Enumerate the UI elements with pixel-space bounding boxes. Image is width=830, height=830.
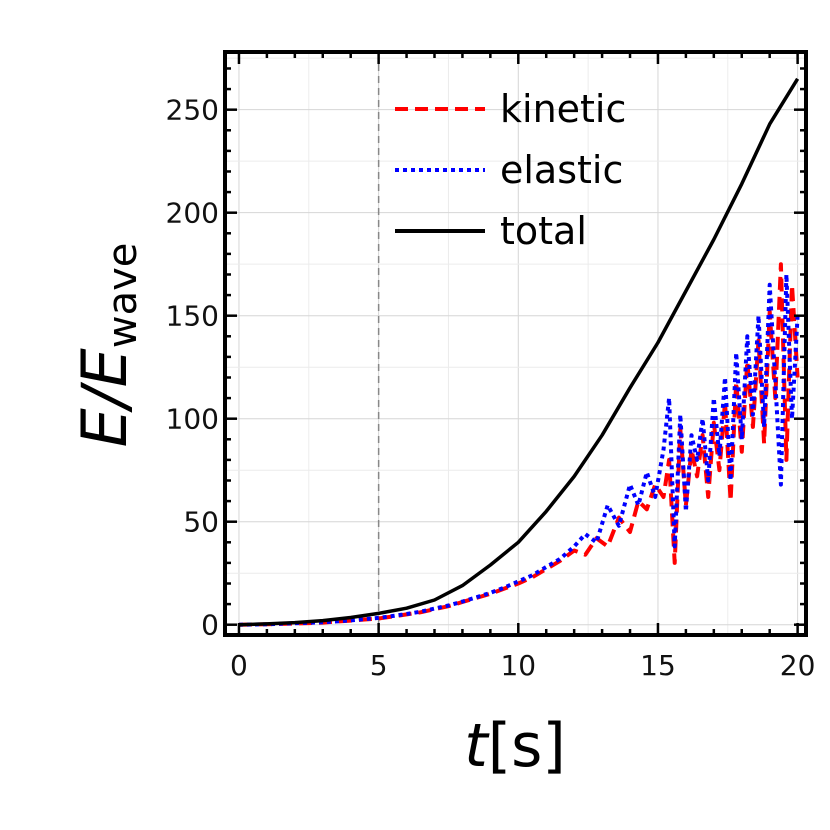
- x-tick-label: 10: [500, 649, 536, 682]
- y-tick-label: 200: [166, 197, 219, 230]
- x-tick-label: 15: [640, 649, 676, 682]
- x-axis-title-variable: t: [464, 711, 490, 781]
- x-tick-label: 5: [370, 649, 388, 682]
- series-line-total: [238, 77, 800, 627]
- y-axis-title-subscript: wave: [100, 243, 146, 349]
- grid-lines: [225, 52, 806, 635]
- y-axis-title: E/Ewave: [68, 243, 146, 448]
- y-tick-labels: 0 50 100 150 200 250: [166, 94, 219, 642]
- x-axis-title: t[s]: [464, 711, 566, 781]
- legend-label-total: total: [500, 209, 587, 253]
- y-tick-label: 50: [183, 506, 219, 539]
- x-tick-labels: 0 5 10 15 20: [230, 649, 815, 682]
- x-tick-label: 20: [780, 649, 816, 682]
- series-line-kinetic: [238, 262, 800, 627]
- y-axis-title-main: E/E: [68, 347, 141, 447]
- y-tick-label: 250: [166, 94, 219, 127]
- series-line-elastic: [238, 272, 800, 627]
- plot-frame: [223, 50, 808, 637]
- y-tick-label: 100: [166, 403, 219, 436]
- legend: kinetic elastic total: [395, 87, 626, 253]
- legend-label-kinetic: kinetic: [500, 87, 626, 131]
- y-tick-label: 0: [201, 609, 219, 642]
- x-tick-label: 0: [230, 649, 248, 682]
- axis-ticks: [225, 52, 806, 635]
- legend-label-elastic: elastic: [500, 148, 623, 192]
- y-tick-label: 150: [166, 300, 219, 333]
- series-lines: [238, 77, 800, 627]
- x-axis-title-unit: [s]: [488, 711, 566, 781]
